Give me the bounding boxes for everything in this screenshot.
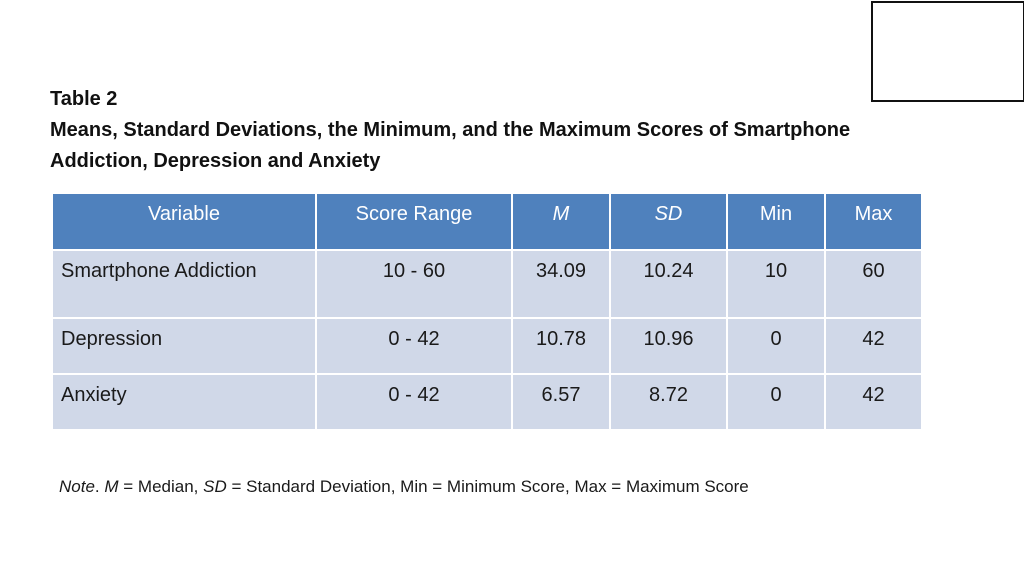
table-row: Anxiety 0 - 42 6.57 8.72 0 42 [51,373,923,431]
table-title-line-1: Means, Standard Deviations, the Minimum,… [50,119,851,141]
cell-mean: 6.57 [511,373,611,431]
cell-variable: Smartphone Addiction [51,249,317,319]
header-score-range: Score Range [315,192,513,251]
stats-table: Variable Score Range M SD Min Max Smartp… [51,192,923,431]
cell-variable: Anxiety [51,373,317,431]
cell-mean: 34.09 [511,249,611,319]
header-max: Max [824,192,923,251]
cell-max: 42 [824,317,923,375]
cell-sd: 8.72 [609,373,728,431]
note-definitions: = Standard Deviation, Min = Minimum Scor… [226,477,749,496]
cell-min: 0 [726,373,826,431]
table-label: Table 2 [50,88,118,110]
header-min: Min [726,192,826,251]
cell-max: 60 [824,249,923,319]
table-row: Smartphone Addiction 10 - 60 34.09 10.24… [51,249,923,319]
placeholder-box [871,1,1024,102]
table-heading: Table 2 Means, Standard Deviations, the … [50,84,990,177]
cell-score-range: 0 - 42 [315,317,513,375]
cell-max: 42 [824,373,923,431]
cell-variable: Depression [51,317,317,375]
header-mean: M [511,192,611,251]
note-m-symbol: M [104,477,119,496]
cell-min: 10 [726,249,826,319]
table-header-row: Variable Score Range M SD Min Max [51,192,923,251]
cell-score-range: 10 - 60 [315,249,513,319]
table-title-line-2: Addiction, Depression and Anxiety [50,150,381,172]
note-sd-symbol: SD [203,477,227,496]
cell-sd: 10.96 [609,317,728,375]
header-sd: SD [609,192,728,251]
cell-sd: 10.24 [609,249,728,319]
note-m-definition: = Median, [118,477,204,496]
cell-score-range: 0 - 42 [315,373,513,431]
cell-min: 0 [726,317,826,375]
cell-mean: 10.78 [511,317,611,375]
stats-table-container: Variable Score Range M SD Min Max Smartp… [51,192,923,431]
table-note: Note. M = Median, SD = Standard Deviatio… [59,477,749,497]
header-variable: Variable [51,192,317,251]
table-row: Depression 0 - 42 10.78 10.96 0 42 [51,317,923,375]
note-separator: . [94,477,105,496]
note-label: Note [59,477,95,496]
